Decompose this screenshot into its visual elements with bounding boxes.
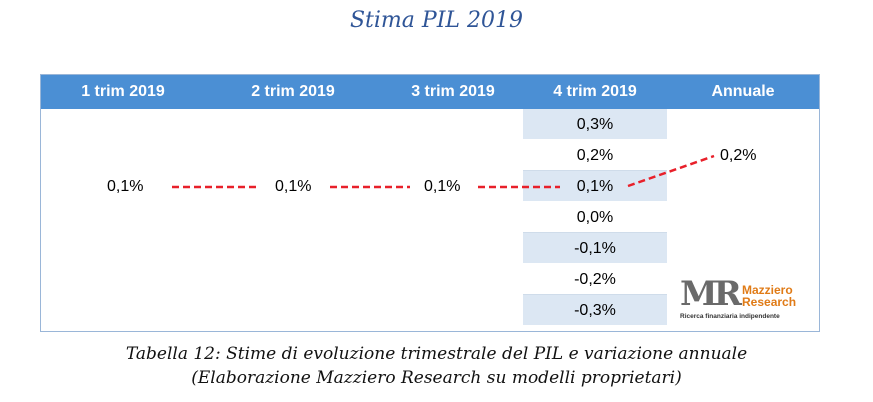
table-header: 1 trim 2019 2 trim 2019 3 trim 2019 4 tr… xyxy=(41,75,819,109)
q4-scenario-cell: 0,3% xyxy=(523,109,667,140)
caption-line1: Tabella 12: Stime di evoluzione trimestr… xyxy=(125,344,748,364)
logo-name-line2: Research xyxy=(742,295,797,309)
caption-line2: (Elaborazione Mazziero Research su model… xyxy=(191,368,682,388)
header-annual: Annuale xyxy=(711,83,775,100)
table-caption: Tabella 12: Stime di evoluzione trimestr… xyxy=(0,342,873,390)
q2-value: 0,1% xyxy=(275,178,312,195)
header-q1: 1 trim 2019 xyxy=(81,83,165,100)
gdp-estimate-table: 1 trim 2019 2 trim 2019 3 trim 2019 4 tr… xyxy=(40,74,820,332)
q4-scenario-cell: 0,0% xyxy=(523,202,667,233)
q4-scenario-cell: 0,2% xyxy=(523,140,667,171)
annual-value: 0,2% xyxy=(720,147,757,164)
page-title: Stima PIL 2019 xyxy=(349,8,523,33)
q4-scenario-cell: -0,3% xyxy=(523,295,667,326)
header-q3: 3 trim 2019 xyxy=(411,83,495,100)
q4-scenarios-column: 0,3% 0,2% 0,1% 0,0% -0,1% -0,2% -0,3% xyxy=(523,109,667,331)
q1-value: 0,1% xyxy=(107,178,144,195)
logo-mark: MR xyxy=(680,274,742,314)
q4-scenario-cell: -0,1% xyxy=(523,233,667,264)
logo-name-line1: Mazziero xyxy=(742,283,793,297)
q4-scenario-cell: 0,1% xyxy=(523,171,667,202)
q3-value: 0,1% xyxy=(424,178,461,195)
q4-scenario-cell: -0,2% xyxy=(523,264,667,295)
header-q4: 4 trim 2019 xyxy=(553,83,637,100)
header-q2: 2 trim 2019 xyxy=(251,83,335,100)
mazziero-research-logo: MR Mazziero Research Ricerca finanziaria… xyxy=(676,276,814,326)
logo-tagline: Ricerca finanziaria indipendente xyxy=(680,313,780,320)
